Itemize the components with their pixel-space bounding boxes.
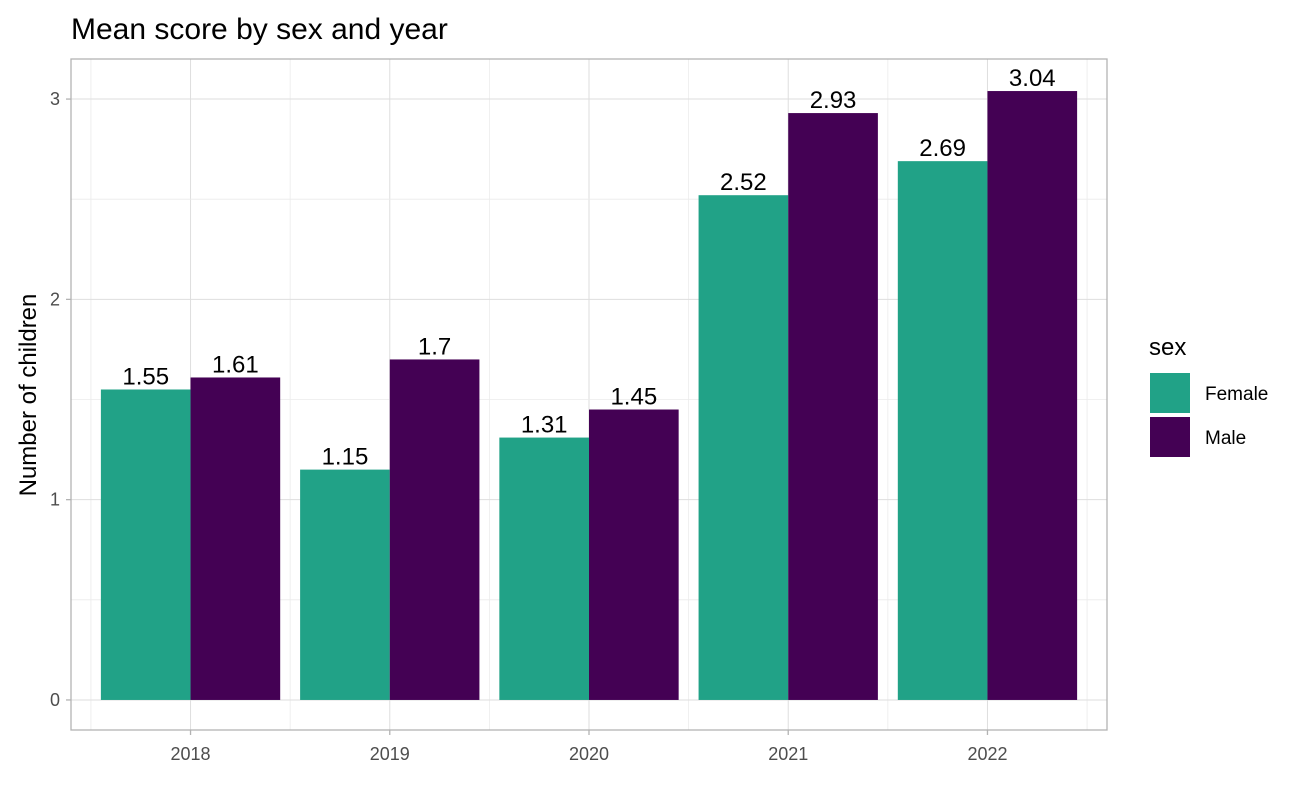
bar-female-2021 xyxy=(698,195,789,700)
bars xyxy=(100,91,1078,700)
legend-title: sex xyxy=(1149,334,1186,361)
chart-title: Mean score by sex and year xyxy=(71,13,448,46)
y-axis-title: Number of children xyxy=(15,294,42,497)
data-label-male-2019: 1.7 xyxy=(418,333,451,360)
x-tick-label: 2022 xyxy=(967,744,1007,764)
bar-male-2021 xyxy=(788,113,878,700)
data-labels: 1.55 1.15 1.31 2.52 2.69 1.61 1.7 1.45 2.93 3.04 xyxy=(122,65,1055,471)
legend-label-male: Male xyxy=(1205,428,1246,449)
data-label-female-2018: 1.55 xyxy=(122,363,169,390)
data-label-female-2021: 2.52 xyxy=(720,169,767,196)
y-tick-label: 0 xyxy=(50,690,60,710)
x-tick-label: 2018 xyxy=(171,744,211,764)
legend-swatch-female xyxy=(1150,373,1190,413)
legend-swatch-male xyxy=(1150,417,1190,457)
y-tick-label: 2 xyxy=(50,289,60,309)
data-label-male-2018: 1.61 xyxy=(212,351,259,378)
legend-label-female: Female xyxy=(1205,384,1268,405)
y-tick-label: 1 xyxy=(50,490,60,510)
y-tick-label: 3 xyxy=(50,89,60,109)
bar-male-2019 xyxy=(389,359,480,700)
bar-female-2020 xyxy=(499,437,589,700)
x-tick-label: 2021 xyxy=(768,744,808,764)
data-label-female-2019: 1.15 xyxy=(322,444,369,471)
data-label-female-2020: 1.31 xyxy=(521,412,568,439)
data-label-female-2022: 2.69 xyxy=(919,135,966,162)
bar-female-2018 xyxy=(100,389,191,700)
x-tick-label: 2019 xyxy=(370,744,410,764)
legend: sex Female Male xyxy=(1149,334,1268,457)
data-label-male-2021: 2.93 xyxy=(810,87,857,114)
bar-female-2022 xyxy=(897,161,988,700)
bar-male-2018 xyxy=(190,377,281,700)
bar-female-2019 xyxy=(300,469,390,700)
data-label-male-2022: 3.04 xyxy=(1009,65,1056,92)
axis-ticks: 0 1 2 3 2018 2019 2020 2021 2022 xyxy=(50,89,1008,764)
x-tick-label: 2020 xyxy=(569,744,609,764)
bar-male-2022 xyxy=(987,91,1078,700)
bar-male-2020 xyxy=(589,409,679,700)
data-label-male-2020: 1.45 xyxy=(610,384,657,411)
